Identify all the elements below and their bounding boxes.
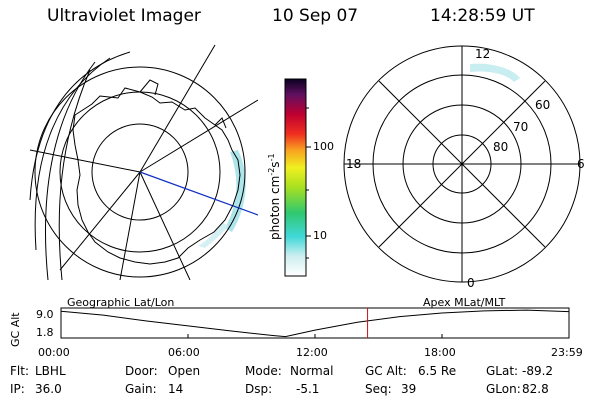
altitude-curve [60,309,569,338]
gain-value: 14 [168,382,184,396]
timeline-xtick-1200: 12:00 [296,346,328,359]
timeline-xtick-0600: 06:00 [168,346,200,359]
gcalt-label: GC Alt: [365,364,407,378]
glon-value: 82.8 [522,382,549,396]
filter-value: LBHL [35,364,66,378]
door-label: Door: [125,364,158,378]
mlt-label-12: 12 [475,47,491,61]
header-date: 10 Sep 07 [272,6,359,26]
dsp-label: Dsp: [245,382,273,396]
timeline-ytick-9: 9.0 [36,308,54,321]
mlt-label-0: 0 [467,276,475,290]
glat-value: -89.2 [522,364,554,378]
seq-value: 39 [401,382,417,396]
glat-label: GLat: [486,364,519,378]
mlt-label-18: 18 [346,157,362,171]
timeline-xtick-2359: 23:59 [551,346,583,359]
colorbar-tick-100: 100 [313,140,334,153]
lat-label-70: 70 [513,120,529,134]
lat-label-80: 80 [493,140,509,154]
glon-label: GLon: [486,382,521,396]
aurora-region [225,150,246,232]
timeline-ytick-1.8: 1.8 [36,326,54,339]
seq-label: Seq: [365,382,392,396]
timeline-xtick-1800: 18:00 [424,346,456,359]
timeline-left-caption: Geographic Lat/Lon [67,296,175,309]
timeline-xtick-0000: 00:00 [38,346,70,359]
colorbar-tick-10: 10 [313,229,327,242]
timeline-right-caption: Apex MLat/MLT [423,296,506,309]
gcalt-value: 6.5 Re [418,364,457,378]
instrument-title: Ultraviolet Imager [47,6,201,26]
door-value: Open [168,364,201,378]
terminator-line [139,171,258,216]
mlt-label-6: 6 [577,157,585,171]
header-time: 14:28:59 UT [430,6,535,26]
gain-label: Gain: [125,382,157,396]
polar-aurora [470,63,520,82]
mode-label: Mode: [245,364,282,378]
mode-value: Normal [290,364,334,378]
filter-label: Flt: [10,364,29,378]
lat-label-60: 60 [535,98,551,112]
dsp-value: -5.1 [296,382,320,396]
ip-label: IP: [10,382,25,396]
ip-value: 36.0 [35,382,62,396]
antarctica-coastline [72,87,241,265]
